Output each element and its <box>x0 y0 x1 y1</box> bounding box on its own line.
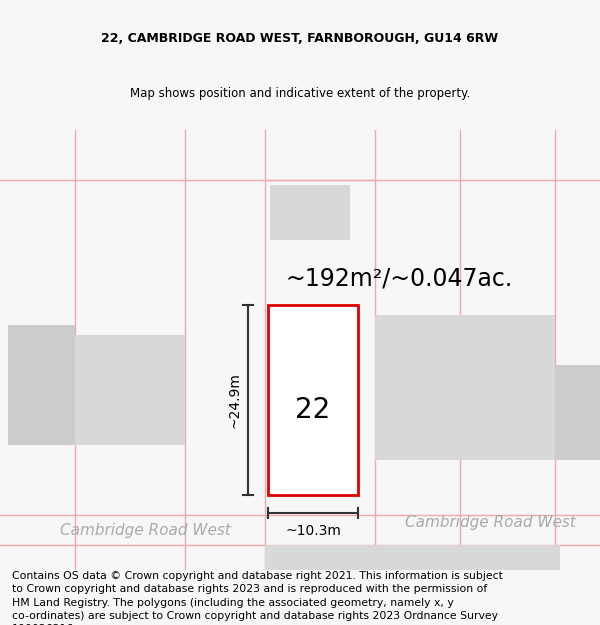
Bar <box>555 365 600 460</box>
Bar <box>375 545 560 570</box>
Text: Map shows position and indicative extent of the property.: Map shows position and indicative extent… <box>130 87 470 100</box>
Text: Contains OS data © Crown copyright and database right 2021. This information is : Contains OS data © Crown copyright and d… <box>12 571 503 625</box>
Text: ~24.9m: ~24.9m <box>228 372 242 428</box>
Bar <box>270 185 350 240</box>
Text: ~192m²/~0.047ac.: ~192m²/~0.047ac. <box>285 266 512 290</box>
Bar <box>268 305 358 495</box>
Text: Cambridge Road West: Cambridge Road West <box>404 516 575 531</box>
Text: Cambridge Road West: Cambridge Road West <box>59 522 230 538</box>
Text: 22, CAMBRIDGE ROAD WEST, FARNBOROUGH, GU14 6RW: 22, CAMBRIDGE ROAD WEST, FARNBOROUGH, GU… <box>101 32 499 46</box>
Bar <box>75 335 185 445</box>
Bar <box>265 545 375 570</box>
Text: ~10.3m: ~10.3m <box>285 524 341 538</box>
Bar <box>8 325 75 445</box>
Bar <box>375 315 555 460</box>
Text: 22: 22 <box>295 396 331 424</box>
